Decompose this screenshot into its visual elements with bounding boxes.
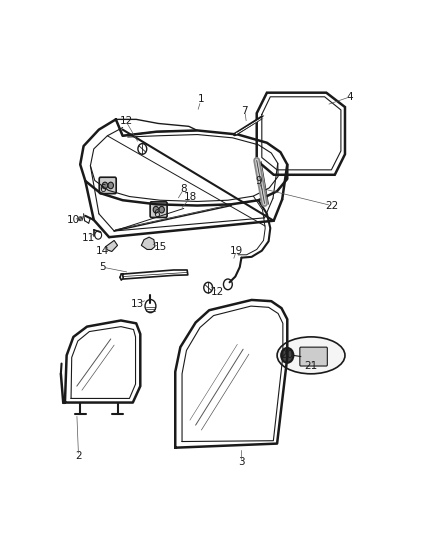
Text: 3: 3 (238, 457, 245, 467)
Text: 6: 6 (153, 209, 160, 219)
Ellipse shape (277, 337, 345, 374)
Text: 12: 12 (211, 287, 224, 297)
Text: 15: 15 (153, 241, 166, 252)
Text: 6: 6 (99, 184, 106, 194)
Circle shape (138, 143, 147, 154)
Text: 8: 8 (180, 184, 187, 194)
Text: 12: 12 (120, 116, 133, 126)
Circle shape (153, 206, 159, 213)
Text: 22: 22 (325, 200, 338, 211)
Text: 20: 20 (281, 350, 294, 360)
Text: 9: 9 (255, 176, 262, 186)
Text: 4: 4 (347, 92, 353, 102)
Text: 19: 19 (230, 246, 243, 256)
Text: 21: 21 (304, 361, 318, 370)
Circle shape (159, 206, 164, 213)
Circle shape (102, 182, 108, 189)
Circle shape (108, 182, 113, 189)
Text: 11: 11 (82, 233, 95, 244)
Circle shape (204, 282, 212, 293)
Text: 2: 2 (75, 451, 82, 461)
Text: 10: 10 (67, 215, 80, 225)
Polygon shape (106, 240, 117, 252)
Polygon shape (141, 237, 155, 249)
Circle shape (95, 231, 102, 239)
Text: 5: 5 (99, 262, 106, 272)
Polygon shape (257, 93, 345, 175)
Circle shape (281, 348, 293, 363)
FancyBboxPatch shape (150, 202, 167, 217)
Circle shape (145, 300, 156, 313)
Circle shape (223, 279, 232, 290)
Text: 18: 18 (184, 192, 197, 203)
FancyBboxPatch shape (99, 177, 116, 193)
Text: 13: 13 (131, 299, 145, 309)
Text: 14: 14 (95, 246, 109, 256)
Text: 7: 7 (241, 106, 248, 116)
Text: 1: 1 (198, 94, 204, 104)
FancyBboxPatch shape (300, 347, 327, 366)
